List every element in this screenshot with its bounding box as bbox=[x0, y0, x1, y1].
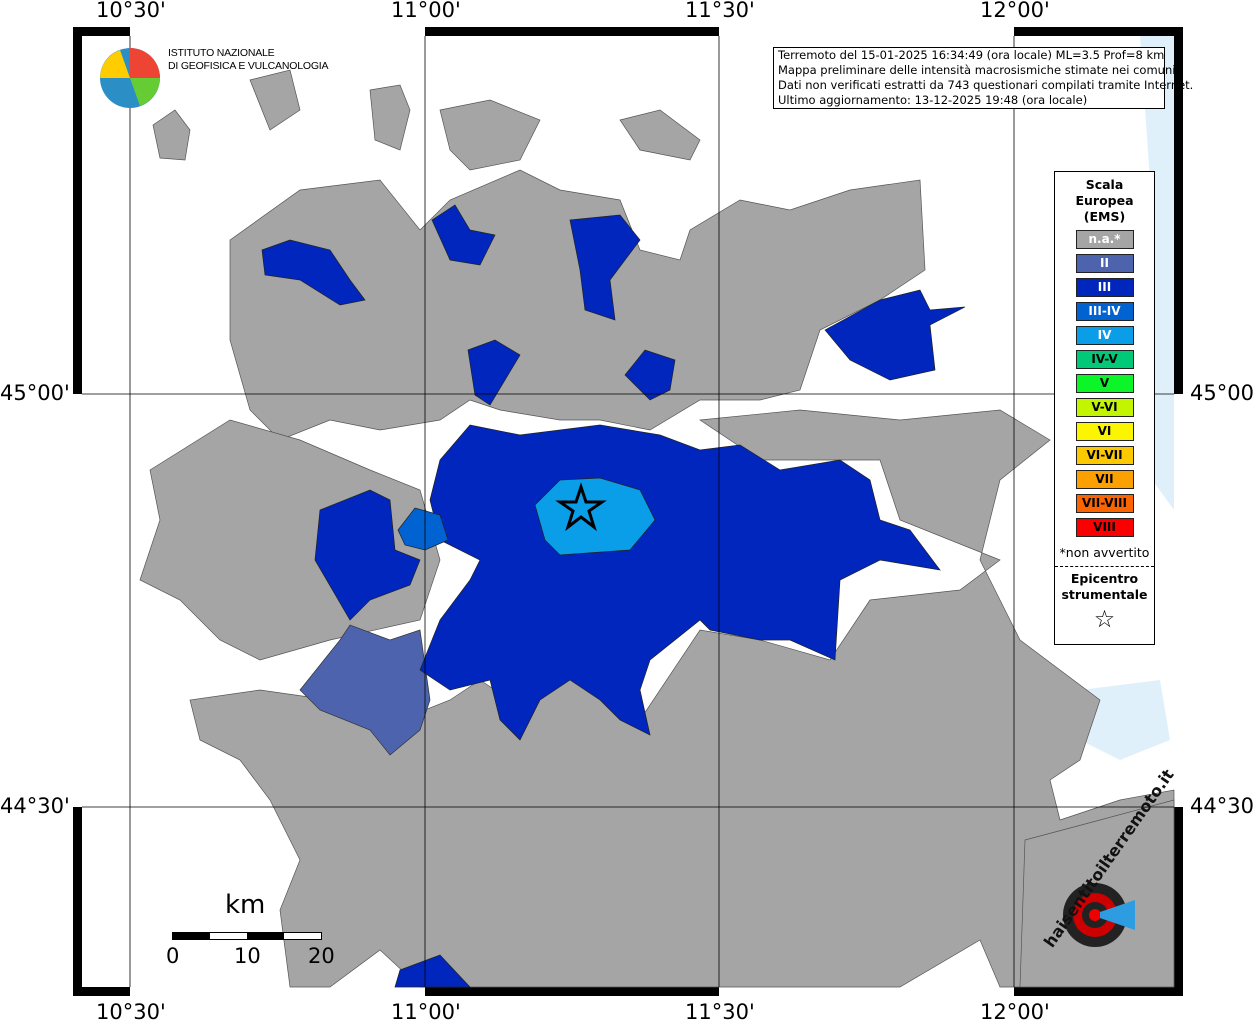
municipalities-intensity-II bbox=[299, 624, 431, 756]
scale-label: 20 bbox=[308, 944, 335, 968]
legend-divider bbox=[1055, 566, 1154, 567]
info-line: Ultimo aggiornamento: 13-12-2025 19:48 (… bbox=[778, 93, 1088, 107]
legend-swatch-VIII: VIII bbox=[1075, 518, 1134, 537]
legend-title: (EMS) bbox=[1083, 209, 1126, 224]
lon-label-top: 12°00' bbox=[980, 0, 1050, 22]
legend-swatch-n.a.*: n.a.* bbox=[1075, 230, 1134, 249]
legend-note: *non avvertito bbox=[1059, 545, 1150, 560]
info-line: Mappa preliminare delle intensità macros… bbox=[778, 63, 1176, 77]
lon-label-bottom: 10°30' bbox=[96, 1000, 166, 1024]
event-info-box: Terremoto del 15-01-2025 16:34:49 (ora l… bbox=[773, 47, 1194, 109]
lon-label-top: 10°30' bbox=[96, 0, 166, 22]
scale-unit: km bbox=[225, 890, 266, 920]
graticule bbox=[82, 36, 1174, 987]
epicenter-label: Epicentro bbox=[1070, 571, 1139, 586]
lon-label-top: 11°00' bbox=[391, 0, 461, 22]
legend-swatch-III: III bbox=[1075, 278, 1134, 297]
ingv-logo: ISTITUTO NAZIONALE DI GEOFISICA E VULCANO… bbox=[100, 47, 329, 73]
municipality-intensity-III-IV bbox=[397, 507, 449, 551]
scale-bar-graphic bbox=[172, 932, 322, 940]
lat-label-right: 44°30' bbox=[1190, 794, 1256, 818]
epicenter-star-icon bbox=[555, 482, 607, 532]
legend-swatch-IV: IV bbox=[1075, 326, 1134, 345]
lon-label-bottom: 11°30' bbox=[685, 1000, 755, 1024]
ingv-globe-icon bbox=[100, 48, 160, 108]
legend-swatch-V: V bbox=[1075, 374, 1134, 393]
info-line: Terremoto del 15-01-2025 16:34:49 (ora l… bbox=[778, 48, 1165, 62]
epicenter-label: strumentale bbox=[1061, 587, 1148, 602]
legend-title: Europea bbox=[1075, 193, 1134, 208]
star-icon: ☆ bbox=[1093, 605, 1116, 633]
scale-label: 10 bbox=[234, 944, 261, 968]
lon-label-bottom: 12°00' bbox=[980, 1000, 1050, 1024]
frame-ticks bbox=[73, 27, 1183, 996]
lon-label-top: 11°30' bbox=[685, 0, 755, 22]
lat-label-left: 45°00' bbox=[0, 381, 70, 405]
intensity-legend: Scala Europea (EMS) n.a.* II III III-IV IV IV-V… bbox=[1054, 171, 1155, 645]
legend-swatch-VI: VI bbox=[1075, 422, 1134, 441]
municipality-intensity-IV bbox=[534, 477, 656, 556]
legend-swatch-II: II bbox=[1075, 254, 1134, 273]
legend-swatch-VII-VIII: VII-VIII bbox=[1075, 494, 1134, 513]
legend-swatch-V-VI: V-VI bbox=[1075, 398, 1134, 417]
lat-label-right: 45°00' bbox=[1190, 381, 1256, 405]
legend-swatch-VII: VII bbox=[1075, 470, 1134, 489]
legend-swatch-IV-V: IV-V bbox=[1075, 350, 1134, 369]
lon-label-bottom: 11°00' bbox=[391, 1000, 461, 1024]
legend-swatch-III-IV: III-IV bbox=[1075, 302, 1134, 321]
logo-line2: DI GEOFISICA E VULCANOLOGIA bbox=[168, 60, 329, 72]
legend-title: Scala bbox=[1085, 177, 1124, 192]
logo-line1: ISTITUTO NAZIONALE bbox=[168, 47, 275, 59]
haisentito-logo-icon bbox=[1063, 883, 1135, 947]
lat-label-left: 44°30' bbox=[0, 794, 70, 818]
legend-swatch-VI-VII: VI-VII bbox=[1075, 446, 1134, 465]
scale-label: 0 bbox=[166, 944, 180, 968]
municipalities-not-felt bbox=[139, 69, 1175, 988]
info-line: Dati non verificati estratti da 743 ques… bbox=[778, 78, 1194, 92]
